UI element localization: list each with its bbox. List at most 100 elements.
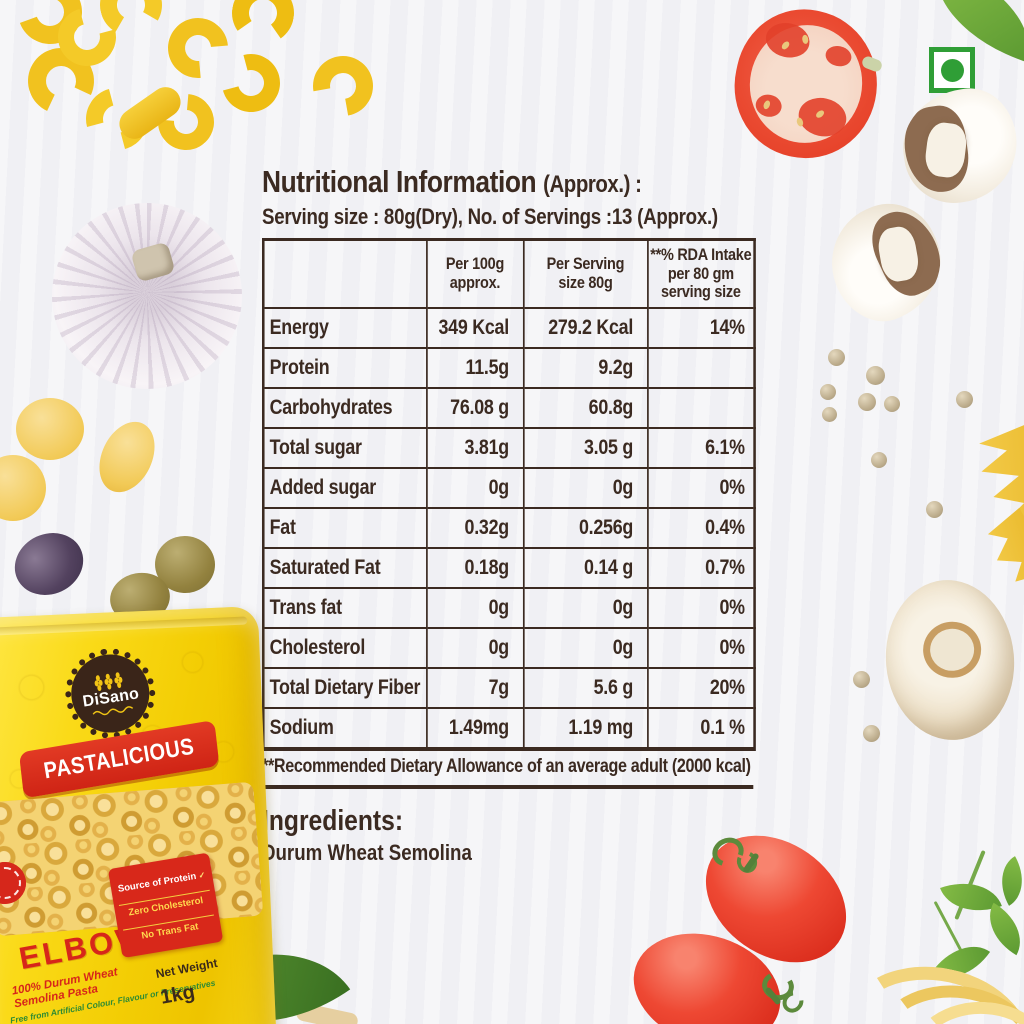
wheat-icon [94, 671, 123, 691]
nutrition-panel: Nutritional Information (Approx.) : Serv… [262, 164, 756, 866]
per-serving-value: 3.05 g [522, 427, 649, 469]
nutrient-label: Fat [262, 507, 428, 549]
header-blank [262, 238, 428, 309]
per-serving-value: 0.14 g [522, 547, 649, 589]
peppercorn [956, 391, 973, 408]
per100-value: 0.18g [425, 547, 525, 589]
rda-value: 0.7% [646, 547, 756, 589]
nutrient-label: Cholesterol [262, 627, 428, 669]
per-serving-value: 279.2 Kcal [522, 307, 649, 349]
per100-value: 0g [425, 467, 525, 509]
rda-value: 0% [646, 467, 756, 509]
nutrient-label: Total sugar [262, 427, 428, 469]
claim-item: Zero Cholesterol [118, 889, 213, 920]
peppercorn [820, 384, 836, 400]
nutrient-label: Saturated Fat [262, 547, 428, 589]
per-serving-value: 60.8g [522, 387, 649, 429]
per100-value: 7g [425, 667, 525, 709]
nutrient-label: Added sugar [262, 467, 428, 509]
ingredients-value: Durum Wheat Semolina [262, 840, 472, 865]
pasta-disc [16, 398, 84, 460]
peppercorn [926, 501, 943, 518]
rda-value: 0.1 % [646, 707, 756, 750]
nutrient-label: Protein [262, 347, 428, 389]
serving-size-line: Serving size : 80g(Dry), No. of Servings… [262, 204, 718, 229]
rda-value [646, 347, 756, 389]
per-serving-value: 9.2g [522, 347, 649, 389]
per100-value: 0g [425, 627, 525, 669]
per100-value: 349 Kcal [425, 307, 525, 349]
rda-value: 0.4% [646, 507, 756, 549]
rda-value: 6.1% [646, 427, 756, 469]
nutrient-label: Carbohydrates [262, 387, 428, 429]
per-serving-value: 0g [522, 587, 649, 629]
tomato-half [721, 0, 891, 172]
rda-value: 14% [646, 307, 756, 349]
promo-badge-ring [0, 867, 21, 899]
header-per-100g: Per 100g approx. [425, 238, 525, 309]
per-serving-value: 0.256g [522, 507, 649, 549]
table-row: Total sugar 3.81g 3.05 g 6.1% [262, 427, 756, 469]
rda-value: 0% [646, 627, 756, 669]
ingredients-title: Ingredients: [262, 805, 404, 837]
table-row: Fat 0.32g 0.256g 0.4% [262, 507, 756, 549]
mushroom-cap-ring [921, 618, 984, 680]
table-row: Saturated Fat 0.18g 0.14 g 0.7% [262, 547, 756, 589]
per100-value: 76.08 g [425, 387, 525, 429]
nutrition-title-suffix: (Approx.) : [543, 171, 642, 198]
table-row: Total Dietary Fiber 7g 5.6 g 20% [262, 667, 756, 709]
claim-item: No Trans Fat [123, 914, 217, 945]
nutrient-label: Energy [262, 307, 428, 349]
per-serving-value: 0g [522, 627, 649, 669]
claims-box: Source of Protein ✓ Zero Cholesterol No … [107, 852, 224, 959]
per100-value: 0.32g [425, 507, 525, 549]
peppercorn [884, 396, 900, 412]
table-row: Trans fat 0g 0g 0% [262, 587, 756, 629]
mushroom-whole [879, 574, 1021, 746]
pasta-disc [88, 412, 166, 502]
logo-tagline-script [92, 705, 134, 715]
black-olive [4, 522, 94, 606]
rda-value [646, 387, 756, 429]
nutrient-label: Total Dietary Fiber [262, 667, 428, 709]
pasta-package: DiSano PASTALICIOUS [0, 605, 279, 1024]
per100-value: 3.81g [425, 427, 525, 469]
per-serving-value: 1.19 mg [522, 707, 649, 750]
peppercorn [828, 349, 845, 366]
table-row: Protein 11.5g 9.2g [262, 347, 756, 389]
per100-value: 11.5g [425, 347, 525, 389]
peppercorn [863, 725, 880, 742]
pasta-disc [0, 455, 46, 521]
peppercorn [853, 671, 870, 688]
rda-footnote: **Recommended Dietary Allowance of an av… [262, 751, 754, 789]
table-row: Cholesterol 0g 0g 0% [262, 627, 756, 669]
table-row: Added sugar 0g 0g 0% [262, 467, 756, 509]
per100-value: 0g [425, 587, 525, 629]
peppercorn [822, 407, 837, 422]
table-row: Energy 349 Kcal 279.2 Kcal 14% [262, 307, 756, 349]
veg-mark-icon [929, 47, 975, 93]
macaroni-elbow [301, 44, 385, 128]
peppercorn [866, 366, 885, 385]
peppercorn [858, 393, 876, 411]
macaroni-elbow [227, 0, 299, 49]
garlic-bulb [52, 203, 242, 389]
per-serving-value: 5.6 g [522, 667, 649, 709]
claim-item: Source of Protein ✓ [117, 870, 207, 895]
per-serving-value: 0g [522, 467, 649, 509]
brand-logo: DiSano [59, 642, 162, 745]
rda-value: 0% [646, 587, 756, 629]
rda-value: 20% [646, 667, 756, 709]
mushroom-half [895, 82, 1024, 210]
nutrition-title: Nutritional Information (Approx.) : [262, 164, 642, 199]
nutrient-label: Sodium [262, 707, 428, 750]
peppercorn [871, 452, 887, 468]
veg-mark-dot [940, 58, 964, 82]
header-rda: **% RDA Intake per 80 gm serving size [646, 238, 756, 309]
per100-value: 1.49mg [425, 707, 525, 750]
table-header-row: Per 100g approx. Per Serving size 80g **… [262, 238, 756, 309]
mushroom-half [812, 188, 960, 336]
nutrition-table: Per 100g approx. Per Serving size 80g **… [262, 238, 756, 751]
table-row: Sodium 1.49mg 1.19 mg 0.1 % [262, 707, 756, 750]
